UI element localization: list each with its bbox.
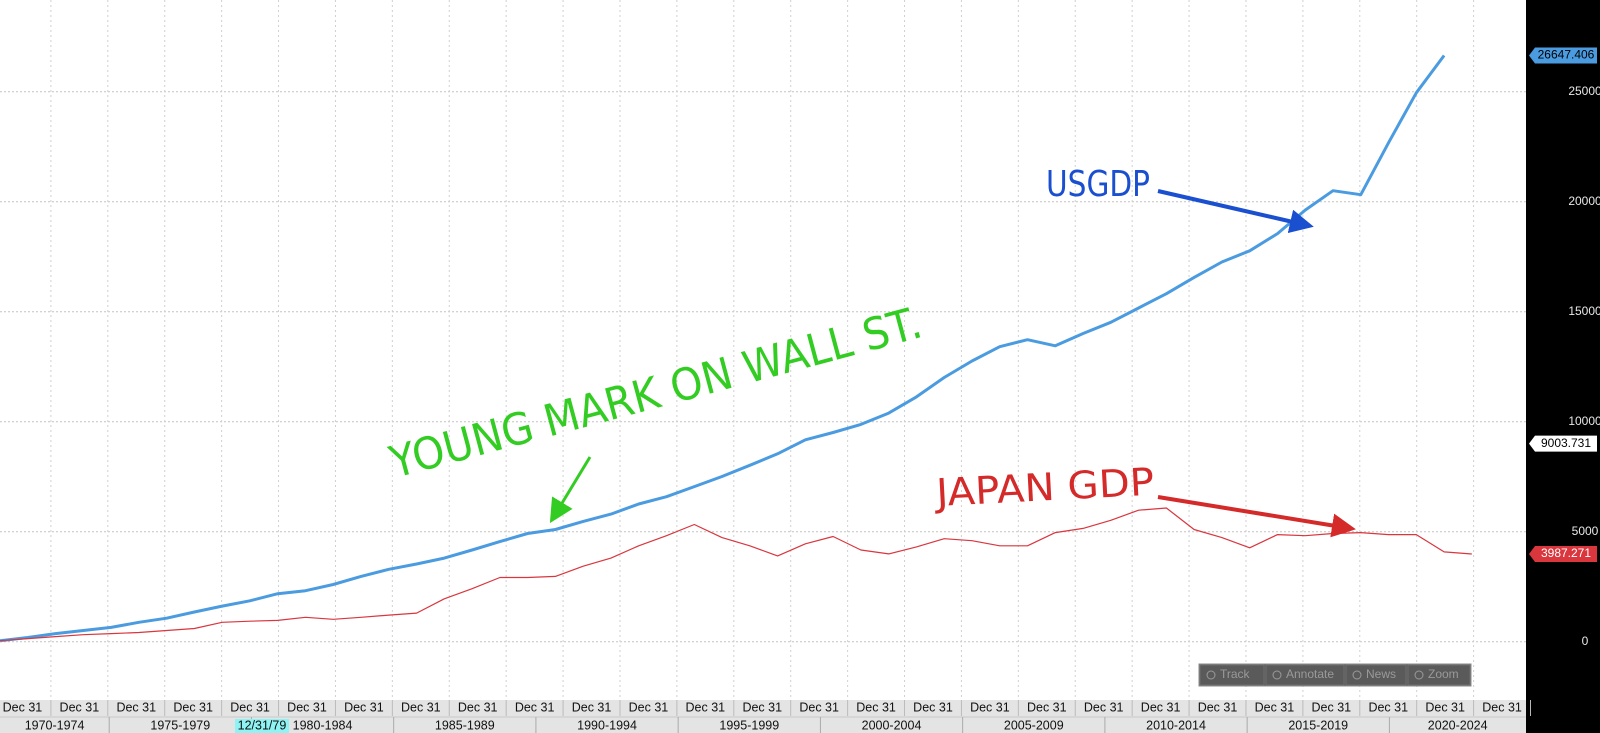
x-tick-label: Dec 31 [173, 700, 213, 714]
y-tick-label: 0 [1582, 634, 1589, 648]
annotation-arrow [1157, 189, 1314, 234]
x-tick-label: Dec 31 [572, 700, 612, 714]
cursor-date: 12/31/79 [238, 718, 287, 732]
x-period-label: 1985-1989 [435, 718, 495, 732]
x-tick-label: Dec 31 [287, 700, 327, 714]
x-tick-label: Dec 31 [742, 700, 782, 714]
toolbar-label[interactable]: Track [1220, 667, 1251, 681]
x-period-label: 1995-1999 [719, 718, 779, 732]
cursor-value-tag-box [1529, 435, 1597, 452]
x-tick-label: Dec 31 [401, 700, 441, 714]
y-tick-label: 25000 [1568, 84, 1600, 98]
x-period-label: 1990-1994 [577, 718, 637, 732]
x-period-label: 2005-2009 [1004, 718, 1064, 732]
x-period-label: 2010-2014 [1146, 718, 1206, 732]
x-tick-label: Dec 31 [3, 700, 43, 714]
last-value-tag-box [1529, 545, 1597, 562]
series-line [0, 54, 1446, 643]
x-tick-label: Dec 31 [1425, 700, 1465, 714]
x-tick-label: Dec 31 [1141, 700, 1181, 714]
x-tick-label: Dec 31 [686, 700, 726, 714]
x-tick-label: Dec 31 [515, 700, 555, 714]
toolbar-icon [1352, 670, 1362, 680]
x-period-label: 2020-2024 [1428, 718, 1488, 732]
last-value-tag: 26647.406 [1538, 48, 1595, 62]
y-tick-label: 5000 [1572, 524, 1599, 538]
toolbar-label[interactable]: News [1366, 667, 1396, 681]
x-tick-label: Dec 31 [1255, 700, 1295, 714]
x-tick-label: Dec 31 [856, 700, 896, 714]
x-tick-label: Dec 31 [230, 700, 270, 714]
last-value-tag: 3987.271 [1541, 546, 1591, 560]
x-tick-label: Dec 31 [970, 700, 1010, 714]
cursor-date-box [235, 719, 289, 733]
annotation-arrow [549, 456, 592, 524]
toolbar-button[interactable] [1407, 664, 1471, 686]
toolbar-icon [1206, 670, 1216, 680]
x-tick-label: Dec 31 [344, 700, 384, 714]
toolbar-button[interactable] [1345, 664, 1407, 686]
annotation: USGDP [1046, 164, 1150, 205]
y-axis-panel [1526, 0, 1600, 733]
toolbar-button[interactable] [1199, 664, 1265, 686]
y-tick-label: 20000 [1568, 194, 1600, 208]
annotation-arrow [1157, 495, 1356, 538]
toolbar-icon [1414, 670, 1424, 680]
x-tick-label: Dec 31 [1084, 700, 1124, 714]
x-tick-label: Dec 31 [1027, 700, 1067, 714]
x-tick-label: Dec 31 [60, 700, 100, 714]
toolbar-label[interactable]: Annotate [1286, 667, 1334, 681]
x-period-label: 1975-1979 [150, 718, 210, 732]
series-line [0, 507, 1472, 642]
x-period-label: 1980-1984 [293, 718, 353, 732]
x-tick-label: Dec 31 [629, 700, 669, 714]
x-tick-label: Dec 31 [1312, 700, 1352, 714]
cursor-value-tag: 9003.731 [1541, 436, 1591, 450]
x-tick-label: Dec 31 [1198, 700, 1238, 714]
toolbar-icon [1272, 670, 1282, 680]
toolbar-button[interactable] [1265, 664, 1345, 686]
y-tick-label: 15000 [1568, 304, 1600, 318]
x-tick-label: Dec 31 [458, 700, 498, 714]
x-period-label: 2000-2004 [862, 718, 922, 732]
x-tick-label: Dec 31 [1482, 700, 1522, 714]
plot-area [0, 0, 1526, 700]
last-value-tag-box [1529, 47, 1597, 64]
x-tick-label: Dec 31 [799, 700, 839, 714]
y-tick-label: 10000 [1568, 414, 1600, 428]
x-tick-label: Dec 31 [1368, 700, 1408, 714]
x-period-label: 2015-2019 [1288, 718, 1348, 732]
toolbar-label[interactable]: Zoom [1428, 667, 1459, 681]
x-tick-label: Dec 31 [116, 700, 156, 714]
x-tick-label: Dec 31 [913, 700, 953, 714]
x-period-label: 1970-1974 [25, 718, 85, 732]
